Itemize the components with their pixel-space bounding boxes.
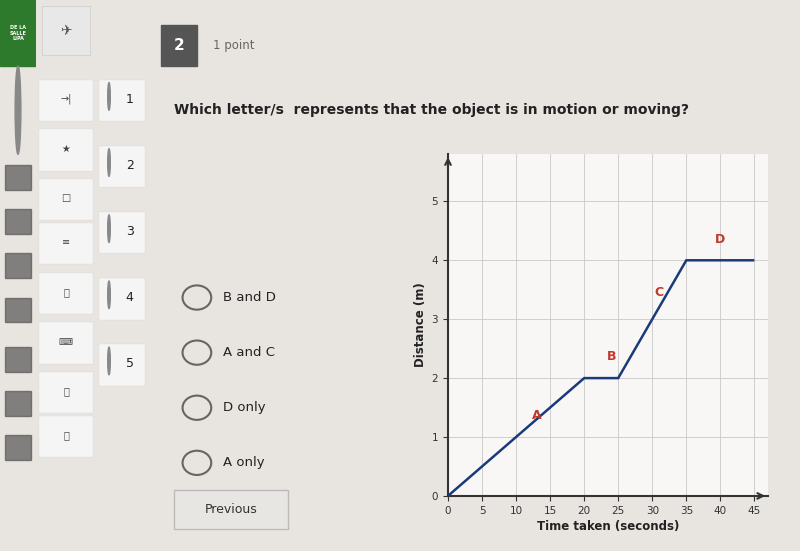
- Text: B: B: [606, 350, 616, 363]
- Text: ⏰: ⏰: [63, 386, 69, 396]
- Text: ⧉: ⧉: [63, 287, 69, 297]
- Text: Which letter/s  represents that the object is in motion or moving?: Which letter/s represents that the objec…: [174, 103, 689, 117]
- Bar: [39, 322, 93, 364]
- Text: 3: 3: [126, 225, 134, 238]
- Bar: [6, 435, 30, 460]
- Text: □: □: [62, 193, 70, 203]
- Text: B and D: B and D: [223, 291, 276, 304]
- Bar: [39, 273, 93, 314]
- Text: 5: 5: [126, 357, 134, 370]
- Bar: [6, 391, 30, 416]
- Text: 1: 1: [126, 93, 134, 106]
- Text: 2: 2: [126, 159, 134, 172]
- Bar: [6, 165, 30, 190]
- Circle shape: [15, 66, 21, 154]
- Text: D: D: [715, 233, 726, 246]
- Text: A: A: [532, 409, 542, 422]
- Bar: [98, 212, 146, 253]
- Bar: [6, 347, 30, 372]
- Bar: [39, 223, 93, 264]
- Bar: [174, 490, 288, 529]
- Text: ❓: ❓: [63, 430, 69, 440]
- Bar: [6, 209, 30, 234]
- Bar: [98, 146, 146, 187]
- Bar: [98, 344, 146, 386]
- Y-axis label: Distance (m): Distance (m): [414, 283, 427, 368]
- X-axis label: Time taken (seconds): Time taken (seconds): [537, 520, 679, 533]
- Text: Previous: Previous: [205, 503, 258, 516]
- Bar: [161, 25, 197, 66]
- Circle shape: [108, 149, 110, 176]
- Bar: [39, 129, 93, 171]
- Text: D only: D only: [223, 401, 266, 414]
- Bar: [98, 278, 146, 320]
- Circle shape: [108, 281, 110, 309]
- Text: ★: ★: [62, 144, 70, 154]
- Text: ✈: ✈: [60, 23, 72, 37]
- Circle shape: [108, 347, 110, 375]
- Text: 1 point: 1 point: [213, 39, 254, 52]
- Text: ≡: ≡: [62, 237, 70, 247]
- Text: ⌨: ⌨: [59, 337, 73, 347]
- Bar: [6, 253, 30, 278]
- Bar: [42, 6, 90, 55]
- Text: A only: A only: [223, 456, 265, 469]
- Circle shape: [108, 83, 110, 110]
- Text: DE LA
SALLE
LIPA: DE LA SALLE LIPA: [10, 25, 26, 41]
- Circle shape: [108, 215, 110, 242]
- Bar: [98, 80, 146, 121]
- Bar: [39, 179, 93, 220]
- Text: 2: 2: [174, 38, 184, 53]
- Text: C: C: [654, 285, 664, 299]
- Bar: [0, 0, 36, 66]
- Bar: [6, 298, 30, 322]
- Bar: [39, 372, 93, 413]
- Text: 4: 4: [126, 291, 134, 304]
- Text: A and C: A and C: [223, 346, 275, 359]
- Text: →|: →|: [60, 94, 72, 105]
- Bar: [39, 416, 93, 457]
- Bar: [39, 80, 93, 121]
